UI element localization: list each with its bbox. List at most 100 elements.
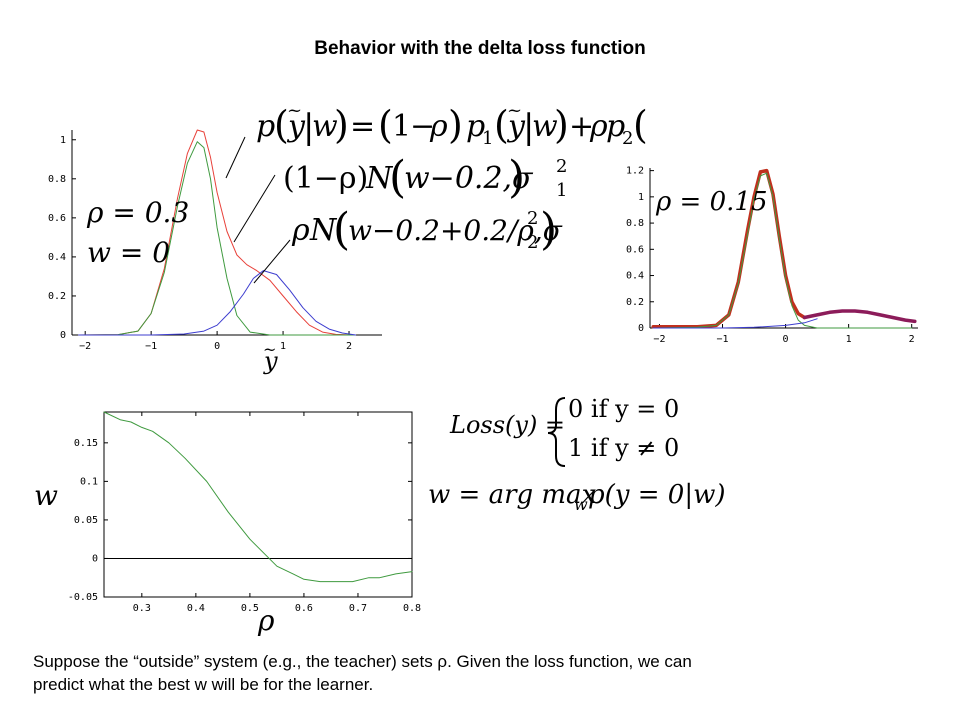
equation-component-2: ρ N ( w−0.2+0.2/ρ,σ 2 2 ) (291, 204, 563, 255)
series-line-blue (78, 270, 357, 336)
svg-text:w: w (574, 495, 588, 514)
svg-text:p: p (466, 109, 485, 144)
svg-text:ρ: ρ (291, 213, 310, 248)
x-tick-label: 0.4 (187, 603, 205, 614)
svg-text:(: ( (494, 103, 509, 147)
svg-text:−: − (410, 109, 435, 144)
y-tick-label: 0.4 (48, 252, 66, 263)
svg-text:w = arg max: w = arg max (428, 480, 597, 510)
equation-component-1: (1−ρ) N ( w−0.2,σ 1 2 ) (283, 152, 567, 203)
y-tick-label: 0.15 (74, 438, 98, 449)
annotation-w-0: w = 0 (87, 236, 170, 269)
y-tick-label: 0.05 (74, 515, 98, 526)
svg-text:2: 2 (622, 128, 633, 149)
y-tick-label: 0.6 (48, 213, 66, 224)
caption: Suppose the “outside” system (e.g., the … (33, 650, 933, 696)
loss-brace (547, 397, 566, 467)
x-tick-label: 0 (783, 334, 789, 345)
x-tick-label: −1 (145, 341, 157, 352)
svg-text:2: 2 (556, 156, 567, 177)
svg-text:1: 1 (556, 180, 567, 201)
svg-text:1 if y ≠ 0: 1 if y ≠ 0 (568, 434, 679, 462)
y-tick-label: -0.05 (68, 592, 98, 603)
svg-text:w−0.2,σ: w−0.2,σ (404, 161, 534, 196)
ylabel-w: w (34, 479, 58, 512)
chart-w-vs-rho: 0.3 0.4 0.5 0.6 0.7 0.8 -0.05 0 0.05 0.1 0.15 (68, 411, 421, 614)
svg-text:ρ: ρ (429, 109, 448, 144)
svg-text:(: ( (389, 152, 406, 203)
eq-y: y (286, 109, 306, 144)
pointer-line-component-2 (253, 239, 291, 284)
y-tick-label: 0.8 (48, 174, 66, 185)
annotation-rho-0-15: ρ = 0.15 (655, 187, 768, 217)
y-tick-label: 0.1 (80, 476, 98, 487)
svg-text:): ) (448, 103, 463, 147)
svg-text:ρ: ρ (589, 109, 608, 144)
y-tick-label: 0.2 (626, 297, 644, 308)
svg-text:(: ( (378, 103, 393, 147)
y-tick-label: 1.2 (626, 166, 644, 177)
chart-mixture-rho-0-15: −2 −1 0 1 2 0 0.2 0.4 0.6 0.8 1 1.2 (626, 166, 918, 345)
svg-text:p: p (606, 109, 625, 144)
series-line-green (652, 172, 913, 329)
svg-text:N: N (365, 161, 394, 196)
annotation-rho-0-3: ρ = 0.3 (86, 196, 189, 229)
series-line-green (103, 411, 413, 583)
svg-text:~: ~ (507, 100, 522, 121)
slide-title: Behavior with the delta loss function (314, 38, 646, 59)
svg-text:0 if y = 0: 0 if y = 0 (568, 395, 679, 423)
svg-text:): ) (508, 152, 525, 203)
svg-text:~: ~ (287, 100, 302, 121)
y-tick-label: 0 (92, 553, 98, 564)
series-line-thick_purple (802, 309, 917, 324)
eq-p: p (256, 109, 275, 144)
equation-loss: Loss(y) = 0 if y = 0 1 if y ≠ 0 (449, 395, 679, 467)
y-tick-label: 1 (60, 135, 66, 146)
x-tick-label: 0 (214, 341, 220, 352)
svg-text:2: 2 (527, 232, 538, 253)
x-tick-label: 1 (280, 341, 286, 352)
svg-text:y: y (506, 109, 526, 144)
svg-text:1: 1 (482, 128, 493, 149)
x-tick-label: −1 (716, 334, 728, 345)
svg-text:|: | (523, 107, 534, 147)
svg-text:Loss(y) =: Loss(y) = (449, 411, 565, 439)
xlabel-rho: ρ (257, 604, 275, 637)
caption-line-1: Suppose the “outside” system (e.g., the … (33, 652, 692, 671)
pointer-line-mixture (225, 136, 246, 179)
series-line-blue (652, 318, 818, 329)
x-tick-label: 2 (909, 334, 915, 345)
plot-frame (103, 411, 413, 598)
y-tick-label: 0 (60, 330, 66, 341)
x-tick-label: 0.7 (349, 603, 367, 614)
y-tick-label: 0.4 (626, 271, 644, 282)
svg-text:): ) (540, 204, 557, 255)
x-tick-label: −2 (653, 334, 665, 345)
series-line-red (78, 129, 357, 336)
x-tick-label: 2 (346, 341, 352, 352)
svg-text:(: ( (333, 204, 350, 255)
svg-text:w−0.2+0.2/ρ,σ: w−0.2+0.2/ρ,σ (348, 214, 563, 247)
svg-text:w: w (532, 109, 558, 144)
x-tick-label: 0.8 (403, 603, 421, 614)
eq-rparen: ) (334, 103, 349, 147)
xlabel-y-tilde: y (263, 347, 278, 375)
series-line-green (78, 141, 357, 336)
x-tick-label: 0.5 (241, 603, 259, 614)
eq-equals: = (350, 109, 375, 144)
svg-text:~: ~ (263, 340, 276, 359)
x-tick-label: 0.6 (295, 603, 313, 614)
svg-text:1: 1 (392, 109, 411, 144)
equation-mixture: p ( y ~ | w ) = ( 1 − ρ ) p 1 ( y ~ | w … (256, 100, 648, 149)
svg-text:N: N (309, 213, 338, 248)
equation-argmax: w = arg max w p(y = 0|w) (428, 480, 726, 514)
eq-lparen: ( (274, 103, 289, 147)
pointer-line-component-1 (233, 174, 276, 243)
y-tick-label: 0.6 (626, 244, 644, 255)
svg-text:(: ( (633, 103, 648, 147)
x-tick-label: −2 (79, 341, 91, 352)
y-tick-label: 1 (638, 192, 644, 203)
caption-line-2: predict what the best w will be for the … (33, 675, 374, 694)
svg-text:+: + (569, 109, 594, 144)
